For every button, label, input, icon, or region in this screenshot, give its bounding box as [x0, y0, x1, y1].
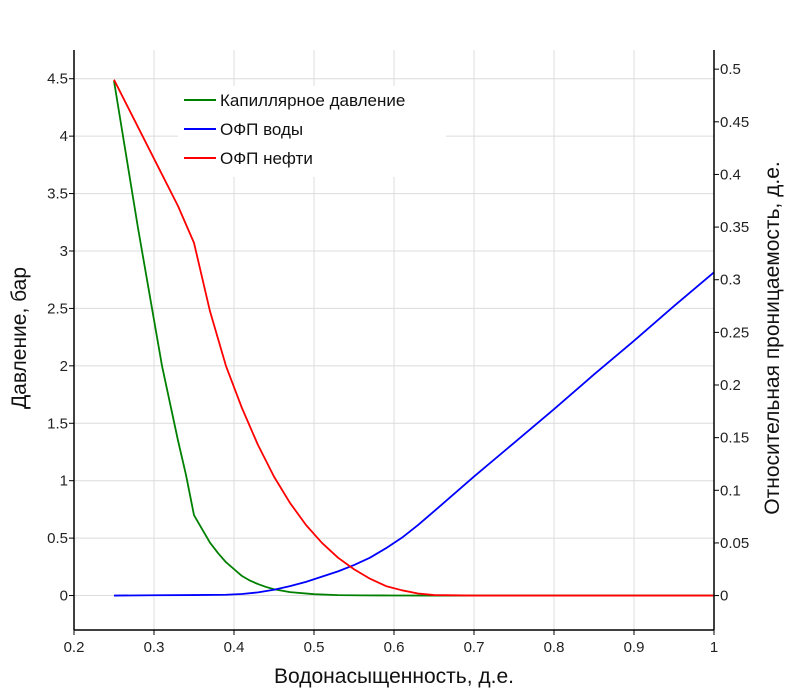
y2-tick-label: 0.25	[720, 324, 749, 341]
series-line-3	[113, 79, 714, 597]
x-tick-label: 1	[710, 639, 718, 656]
y-tick-label: 2	[60, 358, 68, 375]
y2-tick-label: 0	[720, 588, 728, 605]
y-tick-label: 4.5	[47, 71, 68, 88]
x-tick-label: 0.4	[224, 639, 245, 656]
x-tick-label: 0.8	[544, 639, 565, 656]
legend-label: ОФП воды	[220, 120, 303, 139]
x-tick-label: 0.2	[64, 639, 85, 656]
x-tick-label: 0.9	[624, 639, 645, 656]
y-tick-label: 3	[60, 243, 68, 260]
x-tick-label: 0.6	[384, 639, 405, 656]
x-tick-label: 0.5	[304, 639, 325, 656]
x-tick-label: 0.3	[144, 639, 165, 656]
y2-tick-label: 0.1	[720, 482, 741, 499]
legend: Капиллярное давление ОФП воды ОФП нефти	[178, 86, 446, 177]
series-line-2	[113, 271, 715, 597]
y-tick-label: 4	[60, 128, 68, 145]
y2-tick-label: 0.2	[720, 377, 741, 394]
tick-labels: 0.2 0.3 0.4 0.5 0.6 0.7 0.8 0.9 1 0 0.5 1 1.5 2 2.5 3 3.…	[47, 61, 749, 656]
y-tick-label: 0.5	[47, 530, 68, 547]
legend-label: Капиллярное давление	[220, 91, 405, 110]
y-axis-title: Давление, бар	[8, 267, 31, 409]
y2-tick-label: 0.3	[720, 272, 741, 289]
y-tick-label: 1	[60, 473, 68, 490]
y2-tick-label: 0.4	[720, 166, 741, 183]
y2-tick-label: 0.45	[720, 114, 749, 131]
legend-label: ОФП нефти	[220, 149, 313, 168]
y-tick-label: 2.5	[47, 300, 68, 317]
x-tick-label: 0.7	[464, 639, 485, 656]
y-tick-label: 1.5	[47, 415, 68, 432]
legend-background	[178, 86, 446, 177]
x-axis-title: Водонасыщенность, д.е.	[274, 665, 514, 688]
plot-series	[113, 79, 715, 597]
y-tick-label: 3.5	[47, 186, 68, 203]
y2-tick-label: 0.05	[720, 535, 749, 552]
y2-axis-title: Относительная проницаемость, д.е.	[761, 161, 784, 514]
series-line-1	[113, 80, 714, 597]
y2-tick-label: 0.35	[720, 219, 749, 236]
y-tick-label: 0	[60, 588, 68, 605]
y2-tick-label: 0.15	[720, 430, 749, 447]
y2-tick-label: 0.5	[720, 61, 741, 78]
axes	[69, 50, 719, 635]
